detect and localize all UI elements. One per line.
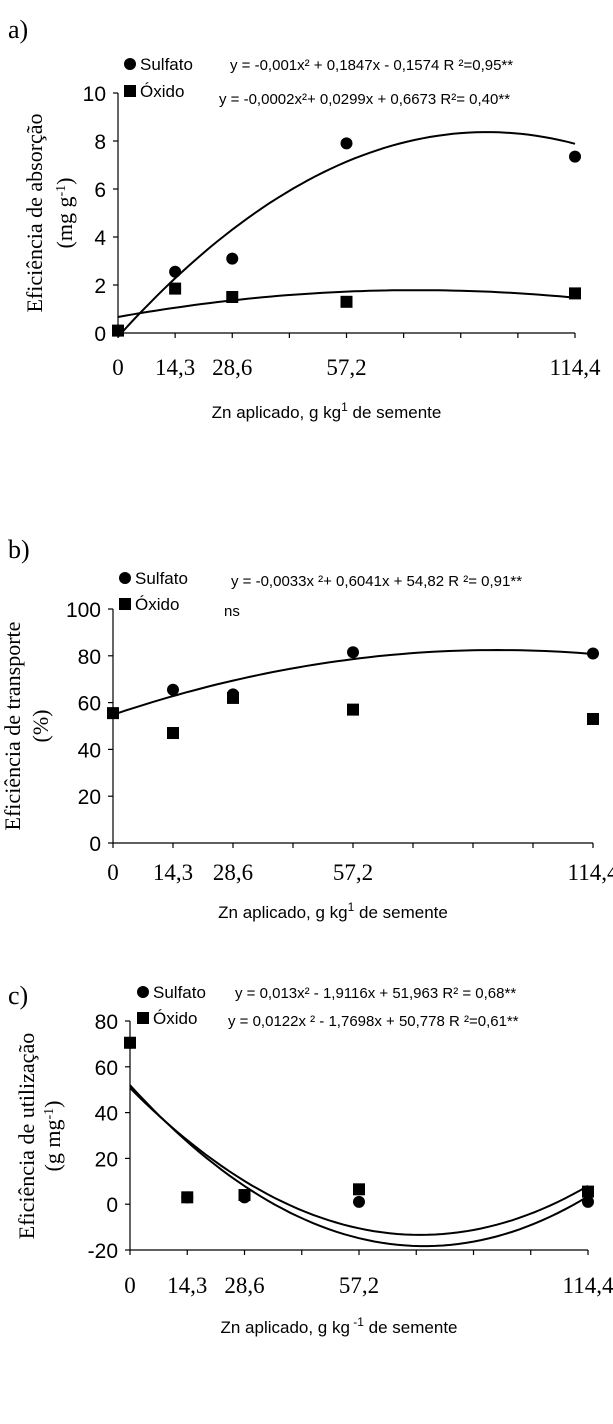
x-axis-label: Zn aplicado, g kg1 de semente [212,400,442,422]
y-tick-label: 60 [95,1057,118,1080]
legend-label: Óxido [140,82,184,101]
regression-equation: y = -0,0033x ²+ 0,6041x + 54,82 R ²= 0,9… [231,573,522,590]
y-axis-label-units: (mg g-1) [52,178,77,249]
y-tick-label: 80 [78,646,101,669]
y-tick-label: 40 [95,1103,118,1126]
data-point-sulfato [340,137,353,150]
legend-label: Sulfato [140,55,193,74]
y-tick-label: 0 [89,833,101,856]
y-tick-label: 40 [78,739,101,762]
legend-marker-square [124,85,136,97]
x-tick-label: 0 [112,355,124,380]
data-point-óxido [169,282,182,295]
data-point-sulfato [169,265,182,278]
data-point-sulfato [353,1195,365,1208]
y-axis-label-units: (%) [28,710,53,743]
x-tick-label: 57,2 [333,860,373,885]
regression-equation: y = 0,013x² - 1,9116x + 51,963 R² = 0,68… [235,985,516,1002]
regression-equation: y = -0,001x² + 0,1847x - 0,1574 R ²=0,95… [230,57,513,74]
y-axis-label: Eficiência de transporte [0,622,25,831]
data-point-óxido [227,691,239,704]
legend-marker-square [119,598,131,610]
legend-marker-circle [137,986,149,998]
x-tick-label: 14,3 [155,355,195,380]
panel-label: a) [8,15,28,44]
y-tick-label: 10 [83,83,106,106]
data-point-sulfato [347,646,359,659]
chart-panel-1: a) 0 2 4 6 8 10 0 14,3 28,6 57,2 114,4 Zn aplicado, … [8,15,601,422]
fit-curve-sulfato [129,1084,589,1248]
legend-marker-circle [124,58,136,70]
data-point-sulfato [587,647,599,660]
y-tick-label: 0 [106,1194,118,1217]
x-axis-label: Zn aplicado, g kg -1 de semente [220,1315,457,1337]
y-axis-label-units: (g mg-1) [40,1101,65,1172]
regression-equation: ns [224,603,240,620]
x-tick-label: 114,4 [550,355,601,380]
x-tick-label: 28,6 [213,860,253,885]
fit-curve-sulfato [117,131,576,338]
data-point-óxido [107,707,119,720]
x-axis-label: Zn aplicado, g kg1 de semente [218,900,448,922]
data-point-óxido [353,1183,365,1196]
data-point-sulfato [569,150,581,163]
regression-equation: y = 0,0122x ² - 1,7698x + 50,778 R ²=0,6… [228,1013,519,1030]
x-tick-label: 57,2 [339,1273,379,1298]
fit-curve-óxido [129,1087,589,1236]
panel-label: b) [8,535,30,564]
data-point-sulfato [167,683,179,696]
data-point-óxido [226,291,239,303]
data-point-óxido [124,1036,136,1049]
y-tick-label: 8 [94,131,106,154]
y-tick-label: 4 [94,227,106,250]
fit-curve-óxido [117,289,576,318]
data-point-óxido [167,727,179,740]
data-point-óxido [238,1189,251,1202]
legend-marker-square [137,1012,149,1024]
legend-label: Óxido [135,595,179,614]
x-tick-label: 114,4 [568,860,613,885]
y-tick-label: 6 [94,179,106,202]
y-tick-label: 20 [78,786,101,809]
data-point-óxido [587,712,599,725]
chart-panel-3: c) -20 0 20 40 60 80 0 14,3 28,6 57,2 114,4 Zn aplic… [8,981,613,1337]
data-point-óxido [347,703,359,716]
x-tick-label: 0 [107,860,119,885]
x-tick-label: 114,4 [563,1273,613,1298]
legend-label: Sulfato [153,983,206,1002]
y-axis-label: Eficiência de utilização [14,1033,39,1239]
x-tick-label: 14,3 [167,1273,207,1298]
panel-label: c) [8,981,28,1010]
chart-panel-2: b) 0 20 40 60 80 100 0 14,3 28,6 57,2 114,4 Zn aplic… [0,535,613,922]
data-point-óxido [340,295,353,308]
data-point-óxido [569,287,581,300]
x-tick-label: 0 [124,1273,136,1298]
x-tick-label: 28,6 [224,1273,264,1298]
y-tick-label: 100 [66,599,101,622]
data-point-óxido [181,1191,194,1204]
x-tick-label: 57,2 [326,355,366,380]
legend-label: Óxido [153,1009,197,1028]
y-tick-label: -20 [88,1240,118,1263]
y-tick-label: 80 [95,1011,118,1034]
y-tick-label: 0 [94,323,106,346]
regression-equation: y = -0,0002x²+ 0,0299x + 0,6673 R²= 0,40… [219,91,510,108]
data-point-sulfato [226,252,239,265]
legend-label: Sulfato [135,569,188,588]
x-tick-label: 14,3 [153,860,193,885]
y-tick-label: 2 [94,275,106,298]
y-axis-label: Eficiência de absorção [22,113,47,312]
x-tick-label: 28,6 [212,355,252,380]
data-point-óxido [112,324,124,337]
y-tick-label: 20 [95,1148,118,1171]
y-tick-label: 60 [78,693,101,716]
data-point-sulfato [582,1195,594,1208]
data-point-óxido [582,1185,594,1198]
fit-curve-sulfato [112,648,594,716]
legend-marker-circle [119,572,131,584]
